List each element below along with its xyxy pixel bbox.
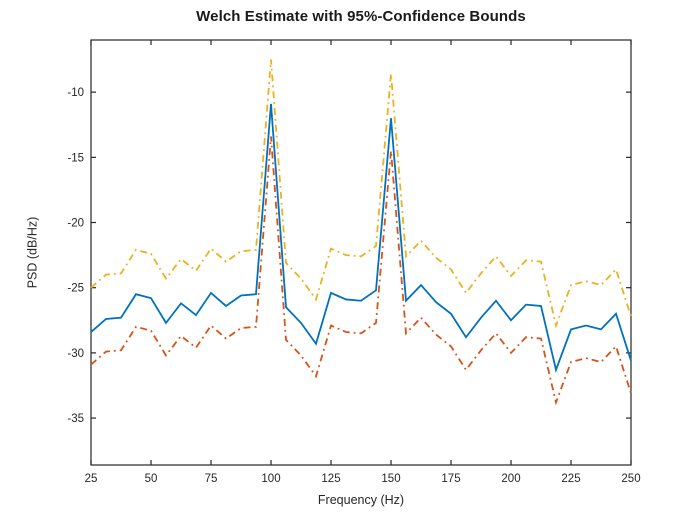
x-tick-label: 50 xyxy=(145,473,158,485)
x-axis-label: Frequency (Hz) xyxy=(317,493,405,507)
y-tick-label: -15 xyxy=(67,152,84,164)
y-axis-label: PSD (dB/Hz) xyxy=(25,216,40,289)
x-tick-label: 125 xyxy=(321,473,340,485)
y-tick-label: -30 xyxy=(67,348,84,360)
axes-box xyxy=(90,39,632,466)
x-tick-label: 150 xyxy=(381,473,400,485)
x-tick-label: 100 xyxy=(261,473,280,485)
psd-estimate-line xyxy=(90,103,632,373)
y-tick-label: -25 xyxy=(67,283,84,295)
x-tick-label: 25 xyxy=(85,473,98,485)
x-tick-label: 200 xyxy=(501,473,520,485)
lower-confidence-line xyxy=(90,136,632,406)
x-tick-label: 225 xyxy=(561,473,580,485)
x-tick-label: 75 xyxy=(205,473,218,485)
y-tick-label: -20 xyxy=(67,218,84,230)
x-tick-label: 250 xyxy=(621,473,640,485)
y-tick-label: -35 xyxy=(67,413,84,425)
chart-title: Welch Estimate with 95%-Confidence Bound… xyxy=(196,8,526,25)
y-tick-label: -10 xyxy=(67,87,84,99)
upper-confidence-line xyxy=(90,59,632,329)
x-tick-label: 175 xyxy=(441,473,460,485)
